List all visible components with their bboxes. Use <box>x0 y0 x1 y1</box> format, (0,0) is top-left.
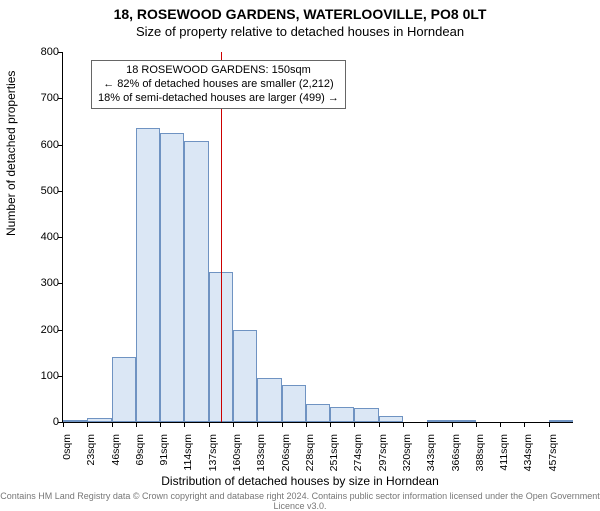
histogram-bar <box>427 420 451 422</box>
histogram-bar <box>63 420 87 422</box>
x-tick-mark <box>452 422 453 427</box>
y-tick-label: 500 <box>19 185 59 197</box>
x-tick-mark <box>233 422 234 427</box>
x-tick-mark <box>160 422 161 427</box>
histogram-bar <box>136 128 160 422</box>
y-tick-label: 100 <box>19 370 59 382</box>
histogram-bar <box>306 404 330 423</box>
plot-region: 01002003004005006007008000sqm23sqm46sqm6… <box>62 52 573 423</box>
x-tick-mark <box>209 422 210 427</box>
x-tick-mark <box>379 422 380 427</box>
x-tick-mark <box>427 422 428 427</box>
y-tick-label: 600 <box>19 139 59 151</box>
annotation-line: 18 ROSEWOOD GARDENS: 150sqm <box>98 64 339 78</box>
histogram-bar <box>379 416 403 422</box>
y-axis-label: Number of detached properties <box>4 71 18 236</box>
histogram-bar <box>549 420 573 422</box>
x-axis-label: Distribution of detached houses by size … <box>0 474 600 488</box>
x-tick-mark <box>524 422 525 427</box>
histogram-bar <box>282 385 306 422</box>
y-tick-label: 200 <box>19 324 59 336</box>
chart-title-sub: Size of property relative to detached ho… <box>0 24 600 39</box>
chart-area: 01002003004005006007008000sqm23sqm46sqm6… <box>62 52 572 422</box>
x-tick-mark <box>330 422 331 427</box>
x-tick-mark <box>354 422 355 427</box>
x-tick-mark <box>282 422 283 427</box>
x-tick-mark <box>112 422 113 427</box>
x-tick-mark <box>500 422 501 427</box>
chart-title-main: 18, ROSEWOOD GARDENS, WATERLOOVILLE, PO8… <box>0 6 600 22</box>
x-tick-mark <box>184 422 185 427</box>
x-tick-mark <box>136 422 137 427</box>
x-tick-mark <box>306 422 307 427</box>
histogram-bar <box>233 330 257 423</box>
y-tick-label: 300 <box>19 277 59 289</box>
histogram-bar <box>184 141 208 422</box>
histogram-bar <box>160 133 184 422</box>
x-tick-mark <box>63 422 64 427</box>
histogram-bar <box>452 420 476 422</box>
y-tick-label: 0 <box>19 416 59 428</box>
histogram-bar <box>257 378 281 422</box>
x-tick-mark <box>257 422 258 427</box>
annotation-line: 18% of semi-detached houses are larger (… <box>98 92 339 106</box>
y-tick-label: 400 <box>19 231 59 243</box>
footer-text: Contains HM Land Registry data © Crown c… <box>0 491 600 511</box>
histogram-bar <box>330 407 354 422</box>
annotation-box: 18 ROSEWOOD GARDENS: 150sqm← 82% of deta… <box>91 60 346 109</box>
histogram-bar <box>87 418 111 422</box>
histogram-bar <box>354 408 378 422</box>
annotation-line: ← 82% of detached houses are smaller (2,… <box>98 78 339 92</box>
x-tick-mark <box>403 422 404 427</box>
y-tick-label: 700 <box>19 92 59 104</box>
histogram-bar <box>112 357 136 422</box>
y-tick-label: 800 <box>19 46 59 58</box>
x-tick-mark <box>476 422 477 427</box>
x-tick-mark <box>549 422 550 427</box>
x-tick-mark <box>87 422 88 427</box>
